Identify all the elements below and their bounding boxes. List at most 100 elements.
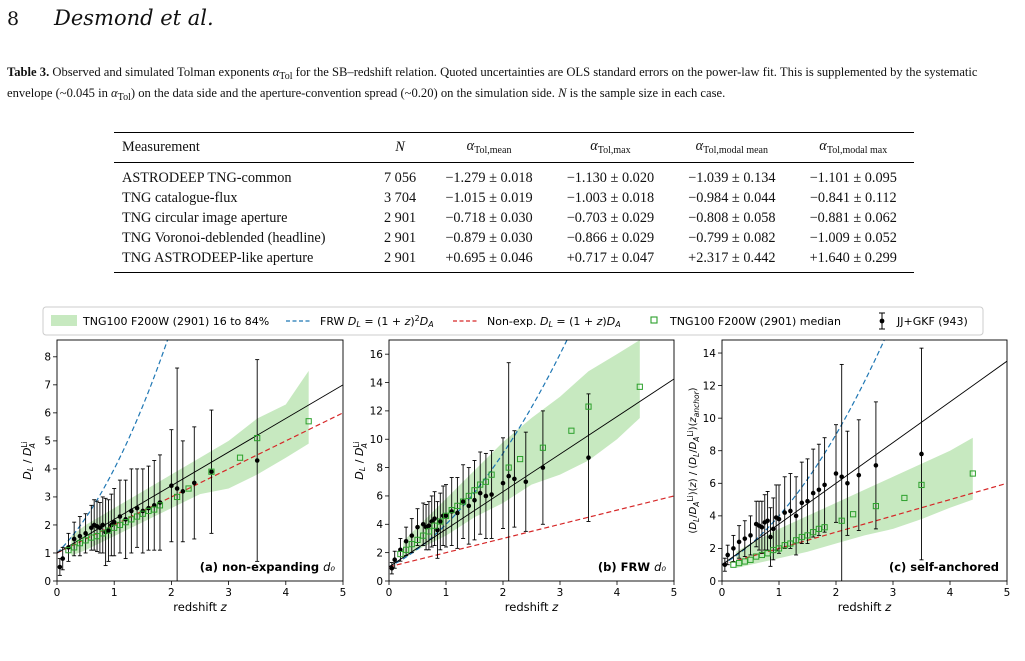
frw-curve	[57, 340, 169, 554]
median-point	[636, 383, 643, 390]
obs-point	[799, 461, 805, 544]
obs-point	[426, 501, 432, 551]
obs-point	[736, 525, 742, 559]
median-point	[460, 498, 467, 505]
median-point	[764, 550, 771, 557]
chart-panel-1: 0 1 2 3 4 5 0 1 2 3 4 5 6 7 8 redshift z DL / DLiA (a) no…	[20, 339, 346, 614]
obs-point	[100, 496, 106, 554]
obs-point	[129, 468, 134, 554]
legend-obs-swatch	[879, 312, 885, 330]
col-mean: αTol,mean	[466, 138, 512, 156]
y-tick-label: 0	[709, 576, 716, 588]
legend-band-label: TNG100 F200W (2901) 16 to 84%	[82, 315, 269, 328]
caption-label: Table 3.	[7, 65, 50, 79]
y-tick-label: 4	[709, 511, 716, 523]
median-point	[414, 536, 421, 543]
median-point	[793, 537, 800, 544]
median-point	[517, 455, 524, 463]
median-point	[465, 492, 472, 500]
median-point	[585, 403, 592, 410]
legend-band-swatch	[51, 315, 77, 326]
x-tick-label: 3	[890, 587, 897, 599]
median-point	[505, 464, 512, 471]
obs-point	[742, 520, 748, 558]
median-point	[901, 494, 908, 502]
obs-point	[460, 464, 466, 539]
median-point	[730, 561, 737, 568]
legend-median-swatch	[650, 316, 658, 324]
median-point	[71, 544, 78, 551]
col-measurement: Measurement	[122, 138, 200, 155]
obs-point	[106, 499, 111, 562]
median-point	[93, 533, 101, 540]
median-point	[99, 530, 106, 537]
obs-point	[810, 448, 816, 538]
x-tick-label: 1	[776, 587, 783, 599]
obs-point	[111, 488, 117, 557]
obs-point	[856, 419, 862, 531]
table-row: TNG catalogue-flux 3 704 −1.015 ± 0.019 −1.…	[122, 190, 897, 206]
obs-point	[776, 484, 782, 554]
caption-text-2: for the SB–redshift relation. Quoted unc…	[7, 65, 978, 100]
y-axis-label: (DL/DALi)(z) / (DL/DALi)(zanchor)	[686, 387, 701, 533]
obs-point	[151, 460, 157, 551]
median-point	[111, 524, 118, 531]
obs-point	[771, 497, 776, 561]
obs-point	[793, 476, 799, 556]
median-point	[139, 510, 146, 517]
page-number: 8	[7, 8, 20, 30]
obs-point	[731, 534, 736, 562]
obs-point	[429, 495, 435, 548]
col-max: αTol,max	[590, 138, 631, 156]
tolman-table: Measurement N αTol,mean αTol,max αTol,mo…	[114, 132, 914, 273]
median-point	[236, 454, 244, 461]
x-tick-label: 2	[833, 587, 840, 599]
median-point	[116, 521, 124, 529]
legend-obs-label: JJ+GKF (943)	[896, 315, 968, 328]
legend-nonexp-label: Non-exp. DL = (1 + z)DA	[487, 315, 621, 329]
caption-text-4: is the sample size in each case.	[566, 86, 726, 100]
sim-band	[736, 437, 973, 568]
y-tick-label: 8	[44, 352, 51, 364]
obs-point	[443, 484, 449, 548]
median-point	[156, 502, 164, 509]
median-point	[65, 547, 72, 554]
col-modal-mean: αTol,modal mean	[695, 138, 768, 156]
median-point	[128, 516, 135, 523]
obs-point	[805, 458, 810, 544]
obs-point	[489, 450, 494, 539]
x-axis-label: redshift z	[505, 600, 559, 614]
obs-point	[423, 503, 429, 551]
median-point	[568, 427, 575, 434]
sim-band	[403, 340, 640, 560]
median-point	[442, 512, 450, 519]
obs-point	[748, 515, 753, 556]
median-point	[471, 487, 478, 494]
obs-point	[822, 437, 827, 533]
obs-point	[415, 508, 420, 547]
obs-point	[466, 467, 472, 545]
y-tick-label: 8	[709, 446, 716, 458]
table-caption: Table 3. Observed and simulated Tolman e…	[7, 64, 1019, 106]
table-row: TNG circular image aperture 2 901 −0.718 ±…	[122, 210, 897, 226]
frw-curve	[722, 340, 885, 566]
x-tick-label: 4	[614, 587, 621, 599]
axes-frame	[388, 339, 675, 582]
y-tick-label: 12	[703, 380, 716, 392]
median-point	[448, 507, 455, 514]
obs-point	[97, 502, 103, 554]
axes-frame	[721, 339, 1008, 582]
median-point	[105, 527, 112, 534]
y-tick-label: 12	[370, 406, 383, 418]
median-point	[420, 532, 427, 539]
table-header-row: Measurement N αTol,mean αTol,max αTol,mo…	[114, 132, 914, 163]
x-tick-label: 0	[719, 587, 726, 599]
obs-point	[191, 426, 197, 540]
panel-label: (a) non-expanding d₀	[200, 560, 336, 574]
obs-point	[500, 437, 506, 529]
plot-area	[57, 340, 343, 581]
median-point	[122, 519, 129, 526]
median-point	[403, 546, 410, 553]
caption-text-1: Observed and simulated Tolman exponents	[49, 65, 273, 79]
